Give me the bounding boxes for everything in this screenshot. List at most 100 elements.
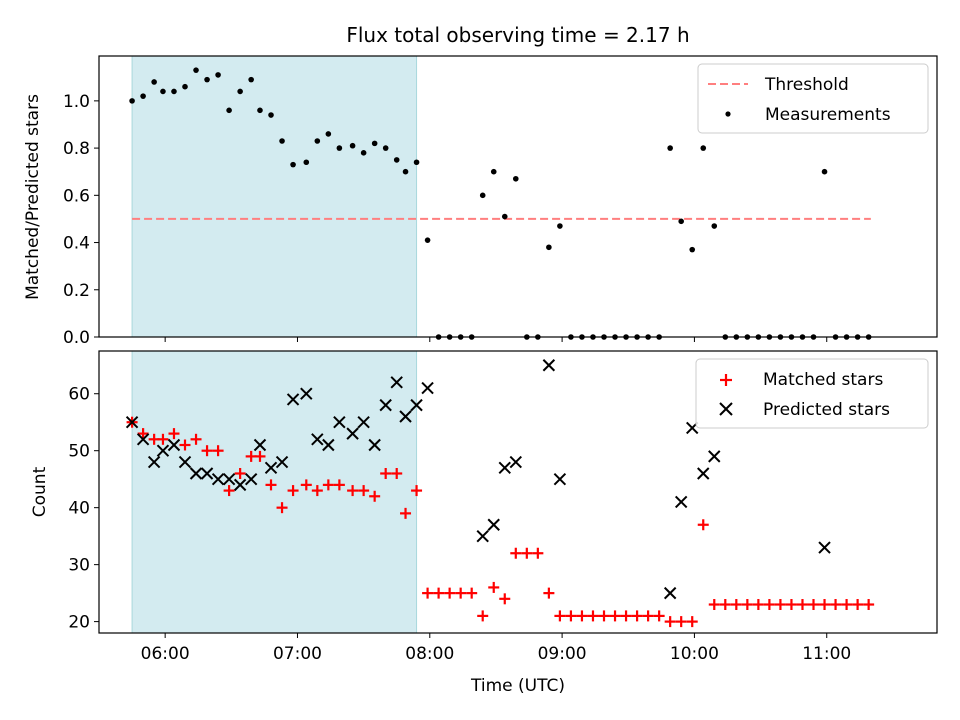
top-y-axis-label: Matched/Predicted stars [23, 94, 43, 300]
predicted-star-point [421, 381, 434, 395]
x-tick-label: 11:00 [802, 644, 851, 664]
predicted-star-point [674, 495, 688, 509]
predicted-star-point [390, 376, 403, 389]
bottom-x-ticks: 06:00 07:00 08:00 09:00 10:00 11:00 [141, 633, 851, 664]
matched-star-point [697, 519, 709, 531]
legend-predicted-label: Predicted stars [763, 400, 890, 420]
measurement-point [129, 98, 135, 104]
matched-star-point [287, 485, 299, 497]
predicted-star-point [136, 433, 150, 446]
predicted-star-point [244, 472, 258, 486]
measurement-point [393, 157, 400, 163]
matched-star-point [391, 467, 403, 479]
matched-star-point [201, 445, 213, 457]
x-tick-label: 09:00 [538, 644, 587, 664]
matched-star-point [686, 616, 698, 628]
predicted-star-point [233, 478, 247, 492]
measurement-point [325, 131, 332, 137]
predicted-star-point [346, 427, 359, 440]
top-legend-box [697, 63, 929, 134]
matched-star-point [411, 485, 423, 497]
measurement-point [171, 88, 177, 95]
measurement-point [204, 76, 210, 83]
top-y-tick-label: 0.2 [63, 281, 90, 301]
matched-star-point [369, 490, 381, 502]
measurement-point [678, 218, 684, 225]
measurement-point [700, 145, 707, 151]
matched-stars-series [126, 416, 875, 628]
measurement-point [151, 79, 157, 85]
bottom-y-tick-label: 40 [68, 499, 90, 519]
legend-measurements-label: Measurements [765, 105, 891, 125]
matched-star-point [455, 587, 467, 599]
x-tick-label: 07:00 [273, 644, 322, 664]
matched-star-point [587, 610, 599, 622]
top-y-ticks: 0.0 0.2 0.4 0.6 0.8 1.0 [63, 92, 99, 348]
matched-star-point [300, 479, 312, 491]
predicted-star-point [357, 416, 370, 429]
predicted-star-point [697, 467, 710, 480]
predicted-star-point [399, 410, 412, 423]
bottom-y-tick-label: 20 [68, 613, 90, 633]
predicted-star-point [498, 461, 511, 474]
matched-star-point [653, 610, 665, 622]
measurement-point [424, 237, 431, 243]
top-y-tick-label: 0.0 [63, 328, 90, 348]
matched-star-point [179, 439, 191, 451]
x-tick-label: 10:00 [670, 644, 719, 664]
predicted-star-point [410, 398, 423, 412]
matched-star-point [752, 599, 764, 611]
predicted-star-point [509, 455, 523, 469]
legend-matched-swatch [720, 374, 732, 386]
predicted-star-point [333, 416, 346, 429]
matched-star-point [347, 485, 359, 497]
predicted-star-point [147, 455, 161, 469]
bottom-panel: 20 30 40 50 60 06:00 07:00 08:00 09:00 10:00 11:0… [30, 350, 938, 696]
matched-star-point [554, 610, 566, 622]
predicted-star-point [189, 467, 203, 480]
measurement-point [182, 83, 188, 90]
matched-star-point [444, 587, 456, 599]
measurement-point [546, 244, 552, 251]
predicted-star-point [125, 416, 139, 429]
predicted-star-point [222, 472, 236, 486]
matched-star-point [499, 593, 511, 605]
matched-star-point [212, 445, 224, 457]
measurement-point [382, 145, 389, 151]
measurement-point [402, 168, 409, 175]
measurement-point [490, 168, 497, 175]
matched-star-point [488, 581, 500, 593]
predicted-star-point [542, 359, 556, 372]
predicted-star-point [200, 467, 214, 480]
measurement-point [314, 138, 321, 144]
top-x-ticks [164, 337, 828, 342]
predicted-star-point [178, 455, 192, 469]
matched-star-point [576, 610, 588, 622]
matched-star-point [333, 479, 345, 491]
measurement-point [248, 76, 254, 83]
measurement-point [215, 72, 221, 78]
matched-star-point [763, 599, 775, 611]
measurement-point [237, 88, 243, 95]
x-axis-label: Time (UTC) [470, 676, 565, 696]
predicted-star-point [253, 438, 267, 452]
matched-star-point [841, 599, 853, 611]
bottom-y-tick-label: 60 [68, 385, 90, 405]
matched-star-point [598, 610, 610, 622]
bottom-legend-box [695, 358, 929, 429]
matched-star-point [741, 599, 753, 611]
top-legend: Threshold Measurements [697, 63, 929, 134]
measurement-point [349, 142, 356, 149]
top-panel: 0.0 0.2 0.4 0.6 0.8 1.0 Matched/Predicted sta… [23, 55, 938, 348]
matched-star-point [774, 599, 786, 611]
measurement-point [193, 67, 199, 73]
matched-star-point [234, 467, 246, 479]
top-y-tick-label: 0.8 [63, 139, 90, 159]
chart-title: Flux total observing time = 2.17 h [346, 23, 689, 47]
matched-star-point [852, 599, 864, 611]
predicted-star-point [300, 387, 313, 400]
matched-star-point [358, 485, 370, 497]
measurement-point [371, 140, 378, 147]
predicted-star-point [264, 461, 278, 474]
measurement-point [303, 159, 310, 166]
